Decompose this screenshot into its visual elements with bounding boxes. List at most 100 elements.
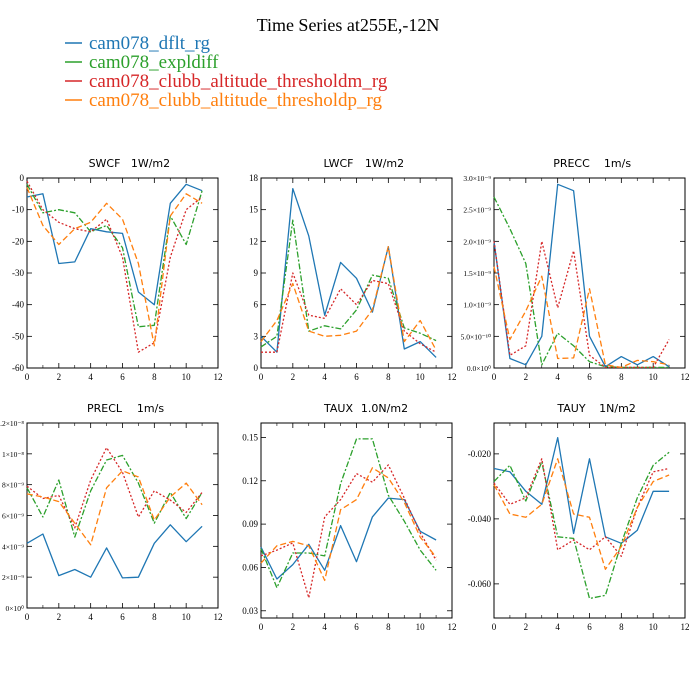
plot-frame [493, 177, 686, 369]
y-tick-label: 0.12 [242, 476, 258, 486]
plot-frame [26, 422, 219, 609]
series-line-cam078_clubb_altitude_thresholdm_rg [26, 447, 203, 529]
panel-precl: PRECL 1m/s 0 2 4 6 8 10 12 0×10⁰ 2×10⁻⁹ 4×10⁻⁹ 6×10⁻… [0, 402, 223, 622]
x-tick-label: 8 [619, 622, 624, 632]
x-tick-label: 12 [214, 372, 223, 382]
plot-frame [260, 422, 453, 619]
series-line-cam078_expldiff [493, 451, 670, 600]
x-tick-label: 6 [120, 612, 125, 622]
panel-units: 1N/m2 [599, 402, 636, 415]
plot-frame [493, 422, 686, 619]
y-tick-label: 18 [249, 173, 259, 183]
x-tick-label: 8 [152, 372, 157, 382]
panel-title: PRECC [553, 157, 590, 170]
x-tick-label: 12 [214, 612, 223, 622]
x-tick-label: 2 [291, 622, 296, 632]
y-tick-label: 1.2×10⁻⁸ [0, 419, 24, 428]
x-tick-label: 6 [354, 372, 359, 382]
series-line-cam078_expldiff [493, 196, 670, 369]
series-line-cam078_dflt_rg [26, 183, 203, 306]
x-tick-label: 8 [386, 372, 391, 382]
y-tick-label: -60 [12, 363, 24, 373]
x-tick-label: 4 [88, 612, 93, 622]
series-line-cam078_dflt_rg [493, 183, 670, 368]
panels: SWCF 1W/m2 0 2 4 6 8 10 12 0 -10 -20 -30 -40 -50 -60 LWC… [0, 157, 690, 632]
x-tick-label: 0 [492, 372, 497, 382]
x-tick-label: 4 [555, 372, 560, 382]
y-tick-label: 6 [254, 300, 259, 310]
panel-lwcf: LWCF 1W/m2 0 2 4 6 8 10 12 0 3 6 9 12 15 18 [249, 157, 457, 382]
x-tick-label: 0 [259, 622, 264, 632]
y-tick-label: 0×10⁰ [6, 604, 25, 613]
x-tick-label: 2 [57, 612, 62, 622]
series-line-cam078_expldiff [260, 438, 437, 589]
x-tick-label: 12 [448, 622, 457, 632]
panel-units: 1.0N/m2 [361, 402, 408, 415]
series-line-cam078_dflt_rg [493, 436, 670, 544]
legend: cam078_dflt_rgcam078_expldiffcam078_club… [65, 33, 388, 111]
plot-frame [260, 177, 453, 369]
y-tick-label: 8×10⁻⁹ [2, 481, 24, 490]
legend-label: cam078_clubb_altitude_thresholdp_rg [89, 90, 383, 111]
y-tick-label: -0.060 [468, 579, 492, 589]
series-line-cam078_clubb_altitude_thresholdm_rg [26, 180, 203, 353]
y-tick-label: 0.03 [242, 606, 258, 616]
series-line-cam078_expldiff [260, 219, 437, 348]
legend-label: cam078_clubb_altitude_thresholdm_rg [89, 71, 388, 92]
x-tick-label: 2 [524, 622, 529, 632]
x-tick-label: 8 [152, 612, 157, 622]
series-line-cam078_clubb_altitude_thresholdp_rg [26, 187, 203, 347]
panel-title: LWCF [323, 157, 353, 170]
y-tick-label: 15 [249, 205, 259, 215]
y-tick-label: -0.020 [468, 449, 492, 459]
y-tick-label: 1.0×10⁻⁹ [463, 301, 491, 310]
x-tick-label: 8 [619, 372, 624, 382]
y-tick-label: 12 [249, 236, 258, 246]
y-tick-label: 4×10⁻⁹ [2, 542, 24, 551]
x-tick-label: 6 [354, 622, 359, 632]
legend-label: cam078_expldiff [89, 52, 219, 73]
x-tick-label: 2 [57, 372, 62, 382]
series-line-cam078_dflt_rg [26, 524, 203, 579]
x-tick-label: 12 [448, 372, 457, 382]
x-tick-label: 10 [416, 372, 426, 382]
panel-units: 1W/m2 [365, 157, 404, 170]
series-line-cam078_clubb_altitude_thresholdm_rg [261, 272, 437, 353]
y-tick-label: 9 [254, 268, 259, 278]
x-tick-label: 8 [386, 622, 391, 632]
y-tick-label: 0.15 [242, 432, 258, 442]
x-tick-label: 4 [322, 622, 327, 632]
x-tick-label: 12 [681, 372, 690, 382]
x-tick-label: 0 [259, 372, 264, 382]
y-tick-label: 0.06 [242, 562, 258, 572]
series-line-cam078_dflt_rg [260, 497, 437, 580]
panel-title: SWCF [89, 157, 121, 170]
x-tick-label: 6 [587, 372, 592, 382]
y-tick-label: -40 [12, 300, 24, 310]
panel-taux: TAUX 1.0N/m2 0 2 4 6 8 10 12 0.03 0.06 0.09 0.12 0.15 [242, 402, 456, 632]
y-tick-label: 2.0×10⁻⁹ [463, 237, 491, 246]
y-tick-label: 5.0×10⁻¹⁰ [461, 332, 491, 341]
y-tick-label: -10 [12, 205, 24, 215]
series-line-cam078_dflt_rg [260, 187, 437, 358]
y-tick-label: -20 [12, 236, 24, 246]
x-tick-label: 10 [649, 372, 659, 382]
y-tick-label: -50 [12, 331, 24, 341]
x-tick-label: 6 [587, 622, 592, 632]
figure-title: Time Series at255E,-12N [257, 15, 440, 35]
panel-title: TAUY [556, 402, 585, 415]
panel-title: TAUX [323, 402, 353, 415]
y-tick-label: 2×10⁻⁹ [2, 573, 24, 582]
x-tick-label: 10 [416, 622, 426, 632]
panel-units: 1W/m2 [131, 157, 170, 170]
series-line-cam078_expldiff [26, 454, 203, 538]
panel-precc: PRECC 1m/s 0 2 4 6 8 10 12 0.0×10⁰ 5.0×10⁻¹⁰ 1.0×10… [461, 157, 690, 382]
series-line-cam078_clubb_altitude_thresholdp_rg [493, 266, 670, 369]
y-tick-label: 6×10⁻⁹ [2, 512, 24, 521]
x-tick-label: 0 [492, 622, 497, 632]
series-line-cam078_expldiff [26, 183, 203, 328]
series-line-cam078_clubb_altitude_thresholdp_rg [260, 467, 437, 582]
x-tick-label: 0 [25, 612, 30, 622]
x-tick-label: 2 [291, 372, 296, 382]
series-line-cam078_clubb_altitude_thresholdp_rg [26, 470, 203, 546]
